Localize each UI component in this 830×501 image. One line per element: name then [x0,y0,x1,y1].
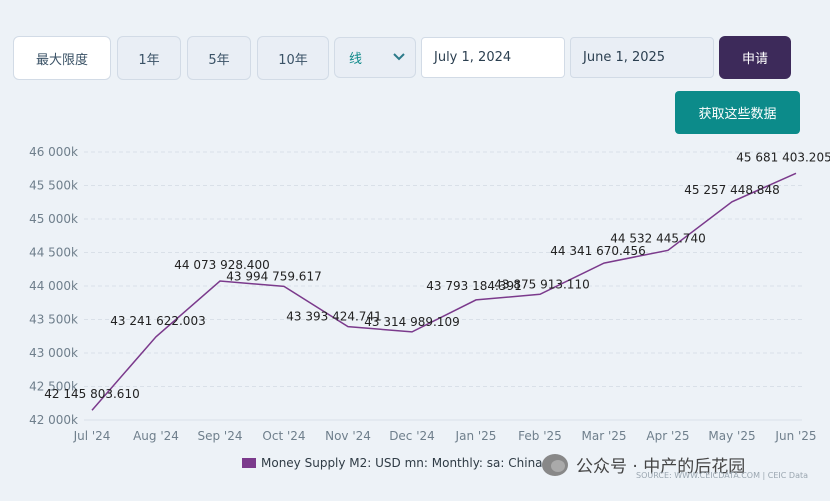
data-label: 42 145 803.610 [44,387,139,401]
data-label: 44 073 928.400 [174,258,269,272]
watermark: 公众号 · 中产的后花园 [542,452,745,477]
range-button-10y[interactable]: 10年 [257,36,329,80]
data-label: 43 241 622.003 [110,314,205,328]
end-date-input[interactable]: June 1, 2025 [570,37,714,78]
range-button-1y[interactable]: 1年 [117,36,181,80]
grid-lines [84,151,802,421]
start-date-input[interactable]: July 1, 2024 [421,37,565,78]
series-line [91,172,797,411]
data-label: 44 532 445.740 [610,231,705,245]
y-axis-ticks: 42 000k 42 500k 43 000k 43 500k 44 000k 44 50… [29,145,78,427]
data-label: 43 314 989.109 [364,315,459,329]
data-label: 43 393 424.741 [286,310,381,324]
y-tick-label: 46 000k [29,145,78,159]
range-button-max[interactable]: 最大限度 [13,36,111,80]
x-tick-label: Jun '25 [774,429,816,443]
y-tick-label: 42 500k [29,380,78,394]
y-tick-label: 44 500k [29,246,78,260]
data-label: 45 681 403.205 [736,150,830,164]
y-tick-label: 43 500k [29,313,78,327]
y-tick-label: 44 000k [29,279,78,293]
legend-label: Money Supply M2: USD mn: Monthly: sa: Ch… [261,456,543,470]
data-label: 44 341 670.456 [550,244,645,258]
chart-type-select[interactable]: 线 [334,37,416,78]
y-tick-label: 42 000k [29,413,78,427]
data-labels: 42 145 803.610 43 241 622.003 44 073 928.4… [44,150,830,401]
source-credit: SOURCE: WWW.CEICDATA.COM | CEIC Data [636,471,809,480]
x-axis-ticks: Jul '24 Aug '24 Sep '24 Oct '24 Nov '24 Dec '… [73,429,817,443]
x-tick-label: Mar '25 [581,429,626,443]
watermark-text: 公众号 · 中产的后花园 [576,457,746,477]
x-tick-label: Feb '25 [518,429,562,443]
fetch-data-button[interactable]: 获取这些数据 [675,91,800,134]
y-tick-label: 45 500k [29,179,78,193]
chart-type-value: 线 [349,52,363,67]
data-label: 45 257 448.848 [684,183,779,197]
apply-button[interactable]: 申请 [719,36,791,79]
data-label: 43 994 759.617 [226,269,321,283]
y-tick-label: 43 000k [29,346,78,360]
x-tick-label: May '25 [708,429,755,443]
x-tick-label: Jan '25 [455,429,497,443]
x-tick-label: Jul '24 [73,429,111,443]
x-tick-label: Sep '24 [198,429,243,443]
legend[interactable]: Money Supply M2: USD mn: Monthly: sa: Ch… [242,456,543,470]
x-tick-label: Aug '24 [133,429,179,443]
data-label: 43 793 184.391 [426,279,521,293]
range-button-5y[interactable]: 5年 [187,36,251,80]
x-tick-label: Dec '24 [389,429,435,443]
x-tick-label: Apr '25 [646,429,689,443]
y-tick-label: 45 000k [29,212,78,226]
legend-swatch [242,458,256,468]
x-tick-label: Oct '24 [262,429,305,443]
chevron-down-icon [393,50,405,65]
data-label: 43 875 913.110 [494,277,589,291]
wechat-icon [542,453,568,476]
x-tick-label: Nov '24 [325,429,371,443]
